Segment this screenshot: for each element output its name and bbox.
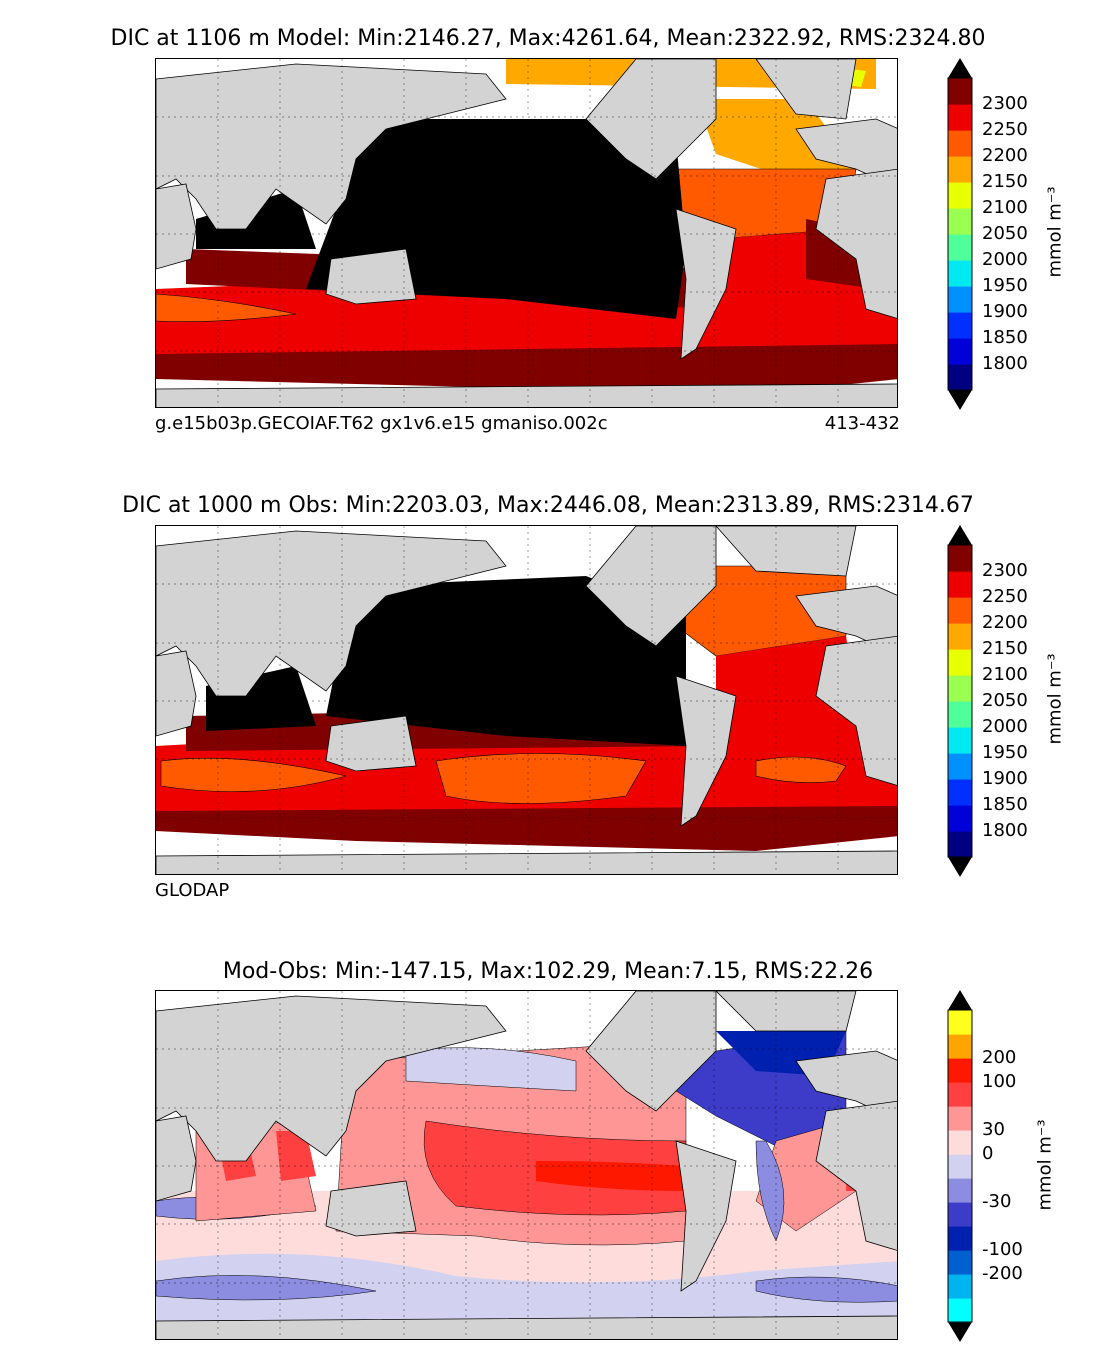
colorbar-tick-label: 200 <box>982 1047 1017 1068</box>
colorbar-segment <box>948 701 972 728</box>
colorbar-segment <box>948 130 972 157</box>
colorbar-tick-label: 2200 <box>982 145 1028 166</box>
model-map-plot <box>156 59 897 407</box>
colorbar-segment <box>948 1106 972 1131</box>
colorbar-segment <box>948 312 972 339</box>
colorbar-segment <box>948 156 972 183</box>
colorbar-tick-label: 1900 <box>982 768 1028 789</box>
colorbar-segment <box>948 182 972 209</box>
model-title: DIC at 1106 m Model: Min:2146.27, Max:42… <box>110 26 986 51</box>
colorbar-segment <box>948 1082 972 1107</box>
colorbar-tick-label: 1850 <box>982 327 1028 348</box>
obs-map-plot <box>156 526 897 874</box>
colorbar-tick-label: 100 <box>982 1071 1017 1092</box>
colorbar-frame <box>947 77 973 391</box>
model-colorbar-unit: mmol m⁻³ <box>1044 186 1066 278</box>
obs-map <box>155 525 898 875</box>
colorbar-segment <box>948 727 972 754</box>
colorbar-segment <box>948 1010 972 1035</box>
colorbar-tick-label: -30 <box>982 1191 1012 1212</box>
diff-title: Mod-Obs: Min:-147.15, Max:102.29, Mean:7… <box>222 959 874 984</box>
colorbar-segment <box>948 1058 972 1083</box>
model-colorbar <box>947 58 973 410</box>
colorbar-tick-label: -200 <box>982 1263 1023 1284</box>
colorbar-tick-label: 2300 <box>982 560 1028 581</box>
colorbar-tick-label: 2000 <box>982 716 1028 737</box>
colorbar-tick-label: 2300 <box>982 93 1028 114</box>
colorbar-segment <box>948 597 972 624</box>
diff-colorbar-svg <box>947 990 973 1342</box>
colorbar-segment <box>948 1154 972 1179</box>
colorbar-tick-label: 2250 <box>982 586 1028 607</box>
colorbar-over-arrow <box>948 990 972 1010</box>
model-caption-left: g.e15b03p.GECOIAF.T62 gx1v6.e15 gmaniso.… <box>155 413 608 434</box>
colorbar-segment <box>948 1034 972 1059</box>
diff-colorbar <box>947 990 973 1342</box>
colorbar-tick-label: 2150 <box>982 638 1028 659</box>
colorbar-segment <box>948 1178 972 1203</box>
colorbar-segment <box>948 78 972 105</box>
colorbar-segment <box>948 623 972 650</box>
obs-colorbar-svg <box>947 525 973 877</box>
colorbar-segment <box>948 1274 972 1299</box>
diff-map-plot <box>156 991 897 1339</box>
colorbar-tick-label: 30 <box>982 1119 1005 1140</box>
obs-colorbar <box>947 525 973 877</box>
colorbar-tick-label: 1800 <box>982 820 1028 841</box>
colorbar-segment <box>948 364 972 391</box>
colorbar-tick-label: 1850 <box>982 794 1028 815</box>
colorbar-over-arrow <box>948 58 972 78</box>
colorbar-tick-label: 1900 <box>982 301 1028 322</box>
colorbar-tick-label: 1800 <box>982 353 1028 374</box>
colorbar-tick-label: 1950 <box>982 275 1028 296</box>
colorbar-segment <box>948 779 972 806</box>
colorbar-tick-label: 2050 <box>982 223 1028 244</box>
colorbar-tick-label: 1950 <box>982 742 1028 763</box>
colorbar-segment <box>948 286 972 313</box>
colorbar-segment <box>948 831 972 858</box>
colorbar-segment <box>948 545 972 572</box>
colorbar-under-arrow <box>948 1322 972 1342</box>
colorbar-tick-label: 0 <box>982 1143 994 1164</box>
colorbar-segment <box>948 234 972 261</box>
colorbar-segment <box>948 571 972 598</box>
colorbar-segment <box>948 753 972 780</box>
colorbar-segment <box>948 649 972 676</box>
colorbar-segment <box>948 208 972 235</box>
obs-caption-left: GLODAP <box>155 880 230 901</box>
model-map <box>155 58 898 408</box>
colorbar-under-arrow <box>948 857 972 877</box>
colorbar-frame <box>947 1009 973 1323</box>
model-colorbar-svg <box>947 58 973 410</box>
diff-colorbar-unit: mmol m⁻³ <box>1034 1119 1056 1211</box>
colorbar-under-arrow <box>948 390 972 410</box>
colorbar-segment <box>948 104 972 131</box>
colorbar-segment <box>948 675 972 702</box>
colorbar-tick-label: 2000 <box>982 249 1028 270</box>
model-caption-right: 413-432 <box>824 413 900 434</box>
colorbar-frame <box>947 544 973 858</box>
colorbar-tick-label: 2250 <box>982 119 1028 140</box>
colorbar-segment <box>948 1202 972 1227</box>
colorbar-tick-label: 2200 <box>982 612 1028 633</box>
colorbar-tick-label: 2100 <box>982 664 1028 685</box>
colorbar-segment <box>948 1226 972 1251</box>
colorbar-segment <box>948 805 972 832</box>
colorbar-segment <box>948 338 972 365</box>
obs-colorbar-unit: mmol m⁻³ <box>1044 653 1066 745</box>
colorbar-segment <box>948 1130 972 1155</box>
colorbar-tick-label: 2050 <box>982 690 1028 711</box>
colorbar-tick-label: 2100 <box>982 197 1028 218</box>
colorbar-segment <box>948 260 972 287</box>
colorbar-tick-label: -100 <box>982 1239 1023 1260</box>
diff-map <box>155 990 898 1340</box>
colorbar-tick-label: 2150 <box>982 171 1028 192</box>
colorbar-segment <box>948 1250 972 1275</box>
obs-title: DIC at 1000 m Obs: Min:2203.03, Max:2446… <box>122 493 974 518</box>
colorbar-segment <box>948 1298 972 1323</box>
colorbar-over-arrow <box>948 525 972 545</box>
